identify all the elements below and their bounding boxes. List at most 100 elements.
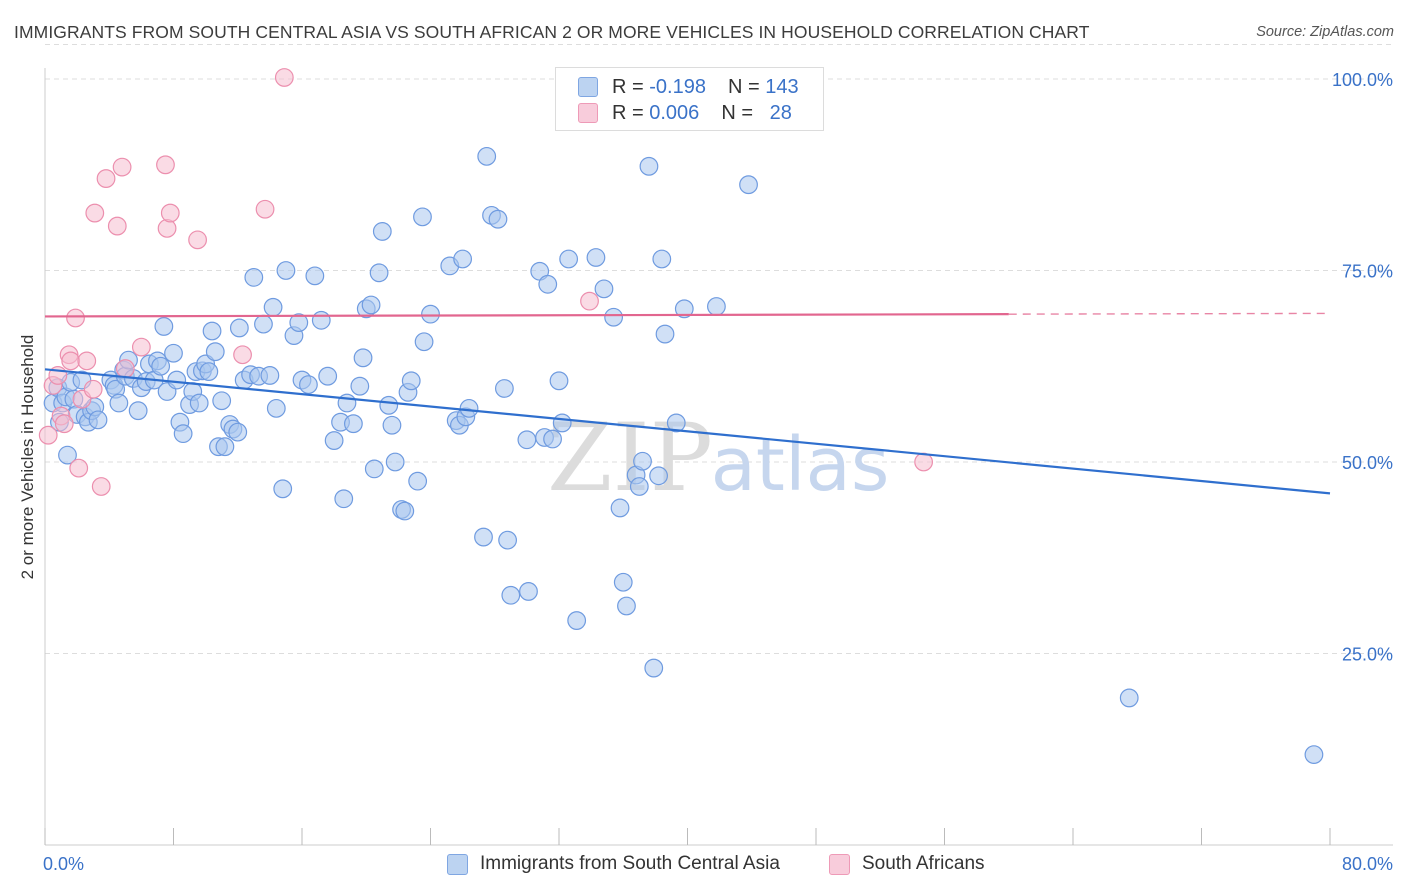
data-point-pink xyxy=(274,68,294,87)
data-point-blue xyxy=(364,459,384,479)
bottom-legend-label-pink: South Africans xyxy=(862,853,985,874)
chart-title: IMMIGRANTS FROM SOUTH CENTRAL ASIA VS SO… xyxy=(14,22,1090,42)
data-point-blue xyxy=(408,471,428,491)
data-point-pink xyxy=(91,477,111,496)
data-point-blue xyxy=(494,379,514,398)
trend-line-pink-extension xyxy=(1008,312,1331,315)
data-point-blue xyxy=(205,342,225,362)
data-point-blue xyxy=(413,207,432,227)
data-point-pink xyxy=(131,337,151,357)
data-point-blue xyxy=(633,451,652,471)
data-point-blue xyxy=(517,430,537,450)
trend-line-pink xyxy=(44,313,1009,318)
data-point-blue xyxy=(88,410,108,430)
legend-n-value: 28 xyxy=(769,101,792,124)
data-point-blue xyxy=(421,304,440,324)
source-label: Source: ZipAtlas.com xyxy=(1256,24,1394,40)
data-point-blue xyxy=(586,248,606,267)
data-point-blue xyxy=(266,398,286,418)
data-point-blue xyxy=(229,318,249,338)
data-point-pink xyxy=(107,216,127,236)
data-point-blue xyxy=(109,393,129,413)
bottom-legend-item-blue: Immigrants from South Central Asia xyxy=(447,851,780,877)
data-point-blue xyxy=(58,445,77,465)
stats-legend: R = -0.198 N = 143 R = 0.006 N = 28 xyxy=(555,67,824,131)
data-point-blue xyxy=(215,437,235,457)
data-point-blue xyxy=(395,501,415,521)
data-point-pink xyxy=(38,425,58,445)
data-point-blue xyxy=(311,310,331,330)
data-point-blue xyxy=(353,348,373,368)
data-point-pink xyxy=(188,230,207,250)
data-point-blue xyxy=(299,375,318,395)
trend-line-blue xyxy=(44,368,1331,495)
data-point-blue xyxy=(164,343,183,363)
data-point-blue xyxy=(559,249,579,269)
data-point-pink xyxy=(96,169,116,188)
legend-row-blue: R = -0.198 N = 143 xyxy=(578,74,799,100)
data-point-blue xyxy=(739,175,758,195)
data-point-blue xyxy=(498,530,518,550)
x-tick-label: 0.0% xyxy=(43,854,84,874)
data-point-blue xyxy=(202,321,222,341)
data-point-blue xyxy=(644,658,664,678)
legend-n-label: N = xyxy=(727,75,760,98)
bottom-legend-swatch-blue xyxy=(447,853,468,875)
data-point-blue xyxy=(289,313,309,332)
legend-r-value: 0.006 xyxy=(649,101,700,124)
legend-swatch-blue xyxy=(578,77,598,97)
data-point-blue xyxy=(477,146,497,166)
legend-n-value: 143 xyxy=(765,75,799,98)
data-point-blue xyxy=(344,414,363,434)
data-point-blue xyxy=(212,391,232,411)
y-tick-label: 25.0% xyxy=(1342,645,1393,665)
data-point-blue xyxy=(617,596,636,616)
data-point-blue xyxy=(128,401,148,421)
data-point-blue xyxy=(549,371,569,391)
data-point-blue xyxy=(244,267,264,287)
data-point-blue xyxy=(318,366,338,386)
y-tick-label: 75.0% xyxy=(1342,262,1393,282)
bottom-legend-item-pink: South Africans xyxy=(829,851,985,877)
legend-r-label: R = xyxy=(612,101,644,124)
data-point-pink xyxy=(54,414,74,434)
data-point-pink xyxy=(580,291,599,311)
data-point-blue xyxy=(401,371,421,391)
tick-labels: 25.0% 50.0% 75.0% 100.0% 0.0% 80.0% xyxy=(43,70,1393,874)
data-point-blue xyxy=(604,307,624,327)
legend-row-pink: R = 0.006 N = 28 xyxy=(578,100,792,126)
data-point-blue xyxy=(594,279,614,299)
data-point-blue xyxy=(610,498,630,518)
data-point-blue xyxy=(385,452,405,472)
x-tick-label: 80.0% xyxy=(1342,854,1393,874)
data-point-pink xyxy=(156,155,175,175)
data-point-blue xyxy=(173,424,193,444)
trend-layer xyxy=(44,312,1331,495)
data-point-blue xyxy=(263,297,283,317)
legend-r-label: R = xyxy=(612,75,644,98)
data-point-blue xyxy=(629,477,649,496)
data-point-blue xyxy=(543,429,562,449)
data-point-blue xyxy=(199,362,219,382)
data-point-blue xyxy=(260,366,280,385)
y-tick-label: 100.0% xyxy=(1332,70,1393,90)
data-point-blue xyxy=(1304,745,1324,765)
data-point-blue xyxy=(538,274,558,294)
data-point-blue xyxy=(372,222,392,241)
data-point-blue xyxy=(488,209,508,229)
data-point-blue xyxy=(652,249,672,269)
legend-swatch-pink xyxy=(578,103,598,123)
data-point-blue xyxy=(324,431,344,450)
data-point-blue xyxy=(474,527,493,547)
data-point-pink xyxy=(255,199,275,219)
data-point-blue xyxy=(334,489,354,509)
data-point-blue xyxy=(154,317,174,336)
data-point-blue xyxy=(382,415,402,435)
data-point-blue xyxy=(273,479,293,499)
data-point-blue xyxy=(379,395,399,415)
data-point-blue xyxy=(151,356,171,376)
watermark-atlas: atlas xyxy=(711,422,890,508)
data-point-blue xyxy=(1119,688,1139,708)
watermark: ZIP atlas xyxy=(547,404,889,513)
